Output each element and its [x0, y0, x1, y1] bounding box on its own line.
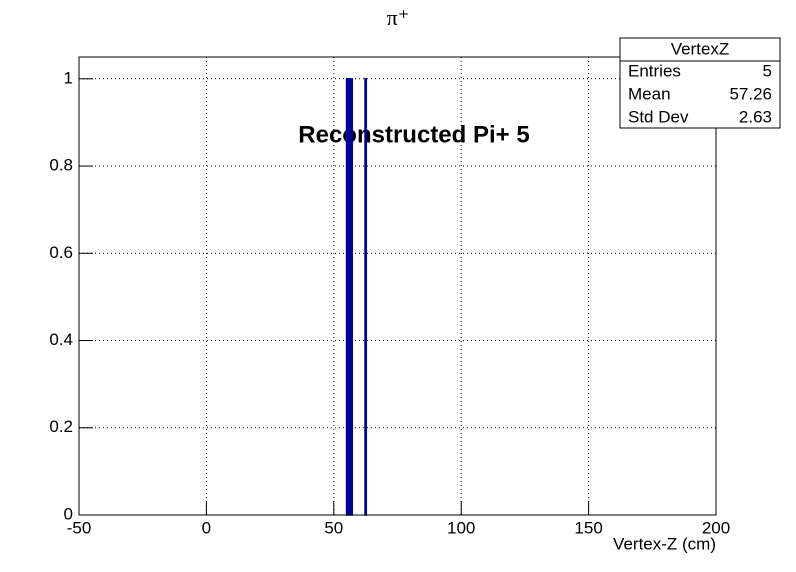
chart-title: π⁺	[387, 5, 410, 30]
stats-value: 57.26	[729, 84, 772, 103]
stats-label: Std Dev	[628, 107, 689, 126]
x-tick-label: 200	[702, 518, 730, 537]
y-tick-label: 1	[64, 68, 73, 87]
y-tick-label: 0.6	[49, 243, 73, 262]
y-tick-label: 0.4	[49, 330, 73, 349]
stats-value: 5	[763, 61, 772, 80]
y-tick-label: 0.8	[49, 156, 73, 175]
stats-frame	[619, 37, 781, 129]
x-tick-label: 50	[324, 518, 343, 537]
x-axis-label: Vertex-Z (cm)	[613, 534, 716, 553]
bar	[345, 78, 349, 516]
plot-frame	[78, 56, 717, 516]
stats-label: Entries	[628, 61, 681, 80]
bar	[348, 78, 352, 516]
x-tick-label: 150	[574, 518, 602, 537]
bar	[364, 78, 368, 516]
bar	[350, 78, 354, 516]
x-tick-label: 100	[447, 518, 475, 537]
y-tick-label: 0	[64, 504, 73, 523]
x-tick-label: -50	[67, 518, 92, 537]
stats-label: Mean	[628, 84, 671, 103]
stats-box: VertexZ Entries 5 Mean 57.26 Std Dev 2.6…	[619, 37, 781, 129]
y-tick-label: 0.2	[49, 417, 73, 436]
stats-value: 2.63	[739, 107, 772, 126]
annotation: Reconstructed Pi+ 5	[298, 121, 529, 148]
x-tick-label: 0	[202, 518, 211, 537]
stats-title: VertexZ	[671, 39, 730, 58]
